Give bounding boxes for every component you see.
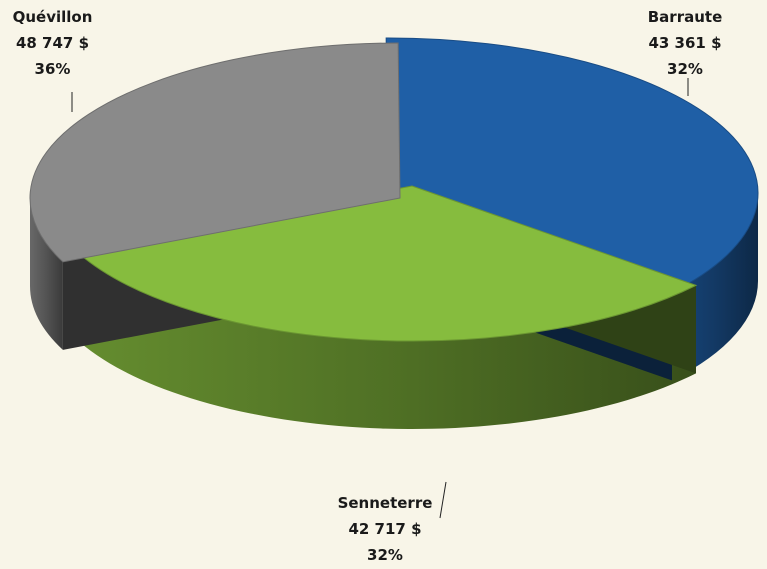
slice-name-senneterre: Senneterre [337, 494, 433, 512]
slice-percent-barraute: 32% [667, 60, 703, 78]
slice-percent-senneterre: 32% [367, 546, 403, 564]
pie-side-barraute [74, 249, 696, 429]
slice-label-senneterre: Senneterre 42 717 $ 32% [325, 490, 445, 568]
slice-value-barraute: 43 361 $ [648, 34, 722, 52]
pie-slice-senneterre [29, 42, 401, 263]
slice-name-barraute: Barraute [647, 8, 723, 26]
slice-value-senneterre: 42 717 $ [348, 520, 422, 538]
leader-line-senneterre [439, 481, 447, 519]
slice-value-quevillon: 48 747 $ [15, 34, 90, 52]
pie-slice-quevillon [385, 37, 759, 293]
slice-name-quevillon: Quévillon [12, 8, 93, 26]
slice-label-quevillon: Quévillon 48 747 $ 36% [0, 4, 105, 82]
pie-side-senneterre [29, 198, 63, 350]
slice-label-barraute: Barraute 43 361 $ 32% [630, 4, 740, 82]
slice-percent-quevillon: 36% [34, 60, 71, 78]
